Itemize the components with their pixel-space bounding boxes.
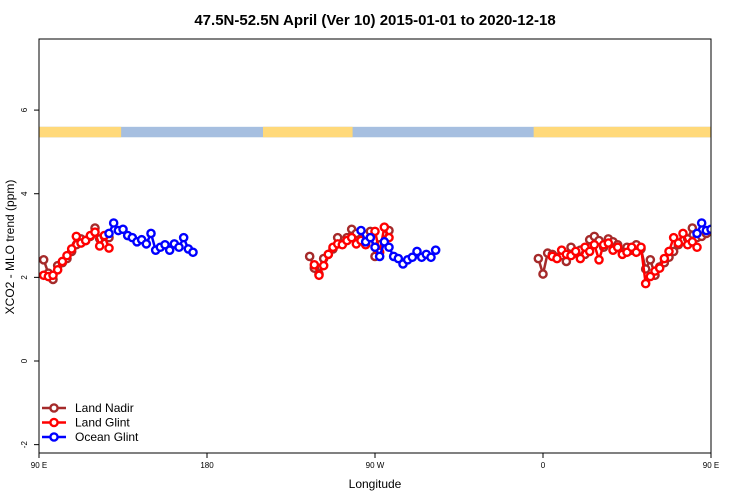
ocean-glint-point bbox=[426, 252, 436, 263]
legend-entry-ocean-glint: Ocean Glint bbox=[42, 430, 139, 444]
land-glint-point bbox=[346, 232, 357, 243]
y-tick-label: 2 bbox=[20, 275, 29, 280]
y-tick-label: 0 bbox=[20, 358, 29, 363]
ocean-glint-point bbox=[146, 228, 156, 239]
ocean-glint-point bbox=[721, 238, 728, 245]
land-band bbox=[263, 126, 353, 138]
land-glint-point bbox=[314, 270, 324, 281]
y-tick-label: 6 bbox=[20, 107, 29, 112]
land-glint-point bbox=[104, 243, 114, 253]
land-glint-point bbox=[584, 246, 595, 257]
land-glint-point bbox=[370, 226, 380, 237]
x-axis-ticks: 90 E 180 90 W 0 90 E bbox=[31, 453, 719, 470]
ocean-glint-point bbox=[374, 251, 385, 262]
land-glint-point bbox=[594, 254, 604, 265]
x-tick-label: 0 bbox=[541, 461, 546, 470]
legend-entry-land-nadir: Land Nadir bbox=[42, 401, 134, 415]
series-layer bbox=[39, 218, 733, 289]
land-glint-point bbox=[90, 227, 100, 237]
land-glint-point bbox=[94, 241, 105, 251]
land-glint-series bbox=[39, 222, 702, 289]
land-glint-point bbox=[636, 242, 646, 253]
landmask-strip bbox=[39, 126, 711, 138]
ocean-band bbox=[39, 126, 711, 138]
land-glint-point bbox=[71, 231, 82, 242]
ocean-glint-point bbox=[407, 252, 418, 263]
land-nadir-point bbox=[538, 269, 548, 279]
ocean-glint-point bbox=[164, 245, 175, 255]
legend-entry-land-glint: Land Glint bbox=[42, 416, 130, 430]
ocean-glint-point bbox=[706, 224, 711, 235]
ocean-glint-point bbox=[370, 242, 380, 253]
land-glint-point bbox=[552, 253, 562, 264]
land-glint-point bbox=[640, 278, 651, 289]
land-glint-point bbox=[673, 238, 684, 248]
land-glint-point bbox=[57, 256, 68, 267]
x-tick-label: 90 W bbox=[366, 461, 385, 470]
x-axis-label: Longitude bbox=[349, 477, 402, 491]
land-glint-point bbox=[589, 239, 600, 250]
ocean-glint-point bbox=[365, 232, 376, 243]
ocean-glint-point bbox=[178, 232, 189, 243]
land-nadir-point bbox=[39, 255, 49, 265]
legend-marker bbox=[49, 432, 59, 442]
ocean-glint-point bbox=[696, 218, 707, 228]
legend-label: Land Glint bbox=[75, 416, 130, 430]
x-tick-label: 90 E bbox=[31, 461, 47, 470]
land-glint-point bbox=[678, 228, 688, 239]
ocean-glint-point bbox=[710, 234, 711, 237]
land-glint-point bbox=[654, 263, 665, 273]
land-glint-point bbox=[664, 246, 674, 257]
ocean-glint-point bbox=[430, 245, 441, 255]
ocean-glint-point bbox=[726, 236, 733, 243]
x-tick-label: 90 E bbox=[703, 461, 719, 470]
plot-frame bbox=[38, 38, 712, 454]
ocean-glint-point bbox=[412, 246, 422, 257]
land-glint-point bbox=[379, 222, 390, 232]
y-axis-label: XCO2 - MLO trend (ppm) bbox=[3, 180, 17, 315]
x-tick-label: 180 bbox=[200, 461, 214, 470]
ocean-glint-point bbox=[118, 224, 128, 235]
land-glint-point bbox=[570, 246, 581, 257]
land-glint-point bbox=[603, 238, 614, 248]
ocean-glint-point bbox=[692, 228, 702, 239]
y-axis-ticks: -2 0 2 4 6 bbox=[20, 107, 39, 448]
legend-marker bbox=[49, 417, 59, 428]
legend-marker bbox=[49, 403, 59, 413]
chart-title: 47.5N-52.5N April (Ver 10) 2015-01-01 to… bbox=[194, 12, 555, 29]
ocean-glint-point bbox=[356, 225, 366, 236]
ocean-glint-point bbox=[141, 239, 152, 249]
ocean-glint-point bbox=[108, 218, 119, 228]
land-glint-point bbox=[66, 244, 77, 254]
ocean-glint-point bbox=[104, 228, 114, 239]
land-glint-point bbox=[659, 253, 670, 264]
legend-label: Ocean Glint bbox=[75, 430, 139, 444]
land-glint-point bbox=[575, 253, 586, 264]
land-glint-point bbox=[309, 260, 320, 270]
land-glint-point bbox=[52, 265, 63, 275]
land-glint-point bbox=[612, 242, 623, 253]
y-tick-label: 4 bbox=[20, 191, 29, 196]
land-glint-point bbox=[318, 260, 329, 271]
ocean-glint-point bbox=[188, 247, 198, 258]
land-nadir-point bbox=[645, 254, 656, 265]
ocean-glint-series bbox=[104, 218, 733, 269]
land-glint-point bbox=[62, 250, 72, 261]
legend-label: Land Nadir bbox=[75, 401, 134, 415]
land-band bbox=[39, 126, 122, 138]
land-band bbox=[533, 126, 711, 138]
land-glint-point bbox=[323, 249, 334, 260]
land-nadir-point bbox=[304, 251, 315, 262]
ocean-glint-point bbox=[384, 242, 394, 253]
land-glint-point bbox=[692, 242, 702, 253]
ocean-glint-point bbox=[717, 234, 724, 241]
ocean-glint-point bbox=[174, 242, 184, 253]
y-tick-label: -2 bbox=[20, 441, 29, 449]
land-nadir-point bbox=[533, 253, 544, 264]
